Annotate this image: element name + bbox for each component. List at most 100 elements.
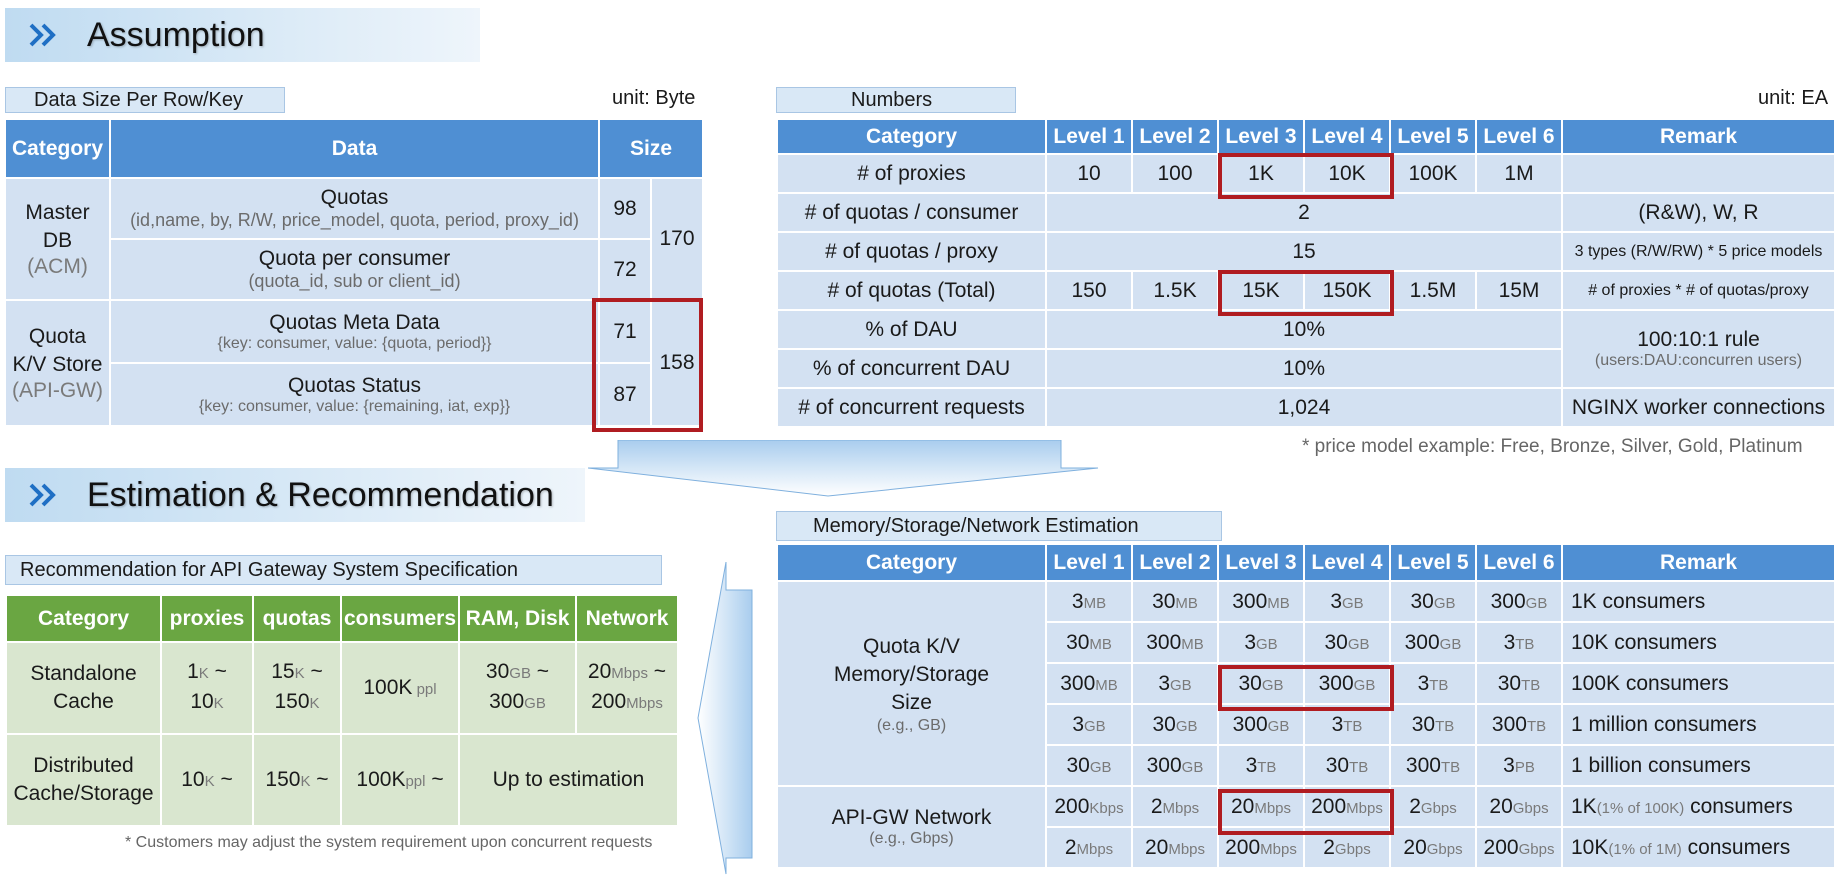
unit: GB	[1433, 594, 1456, 612]
value: 100K	[363, 676, 413, 699]
unit: TB	[1521, 676, 1541, 694]
category-name: Quota K/V Store	[12, 325, 103, 376]
unit: GB	[1342, 594, 1364, 612]
value-cell: 200Mbps	[1217, 826, 1305, 869]
unit: MB	[1083, 594, 1107, 612]
value-cell: 2Mbps	[1131, 785, 1219, 828]
col-header: consumers	[340, 594, 460, 643]
col-header: Level 6	[1475, 118, 1563, 155]
value-cell: 3TB	[1389, 662, 1477, 705]
unit: TB	[1349, 758, 1369, 776]
value: 3	[1071, 589, 1084, 613]
size-cell: 87	[598, 362, 652, 427]
size-sum-kv: 158	[650, 299, 704, 427]
row-label: % of concurrent DAU	[776, 348, 1047, 389]
col-header: proxies	[160, 594, 254, 643]
remark-cell	[1561, 153, 1836, 194]
remark-cell: 1 billion consumers	[1561, 744, 1836, 787]
value-cell: 300MB	[1131, 621, 1219, 664]
unit: MB	[1181, 635, 1204, 653]
value: 300	[1146, 630, 1182, 654]
value-cell: 300GB	[1131, 744, 1219, 787]
value: 10	[190, 690, 214, 713]
value: 300	[1146, 753, 1182, 777]
unit: K	[213, 695, 224, 712]
category-name: API-GW Network	[831, 806, 992, 829]
unit: TB	[1257, 758, 1277, 776]
rule-sub: (users:DAU:concurren users)	[1594, 352, 1803, 369]
size-sum-master: 170	[650, 177, 704, 301]
category-network: API-GW Network (e.g., Gbps)	[776, 785, 1047, 869]
unit: Kbps	[1089, 799, 1124, 817]
value-cell: 10%	[1045, 309, 1563, 350]
unit: GB	[1256, 635, 1278, 653]
unit: GB	[509, 665, 531, 682]
consumers-cell: 100K ppl	[340, 641, 460, 735]
category-distributed: Distributed Cache/Storage	[5, 733, 162, 827]
row-label: # of quotas / proxy	[776, 231, 1047, 272]
value: 3	[1503, 630, 1516, 654]
value: 3	[1331, 712, 1344, 736]
col-header: Level 4	[1303, 543, 1391, 582]
value: 20	[1144, 835, 1169, 859]
remark-cell: 100K consumers	[1561, 662, 1836, 705]
value: 300	[1404, 630, 1440, 654]
value: 3	[1244, 630, 1256, 654]
estimation-banner: Estimation & Recommendation	[5, 468, 585, 522]
remark-note: (1% of 1M)	[1608, 840, 1682, 858]
recommendation-footnote: * Customers may adjust the system requir…	[125, 834, 653, 851]
value: 3	[1503, 753, 1515, 777]
value-cell: 1M	[1475, 153, 1563, 194]
data-name: Quotas Status	[287, 373, 422, 397]
unit: Gbps	[1426, 840, 1463, 858]
value-cell: 15K	[1217, 270, 1305, 311]
value: 30	[1238, 671, 1262, 695]
data-detail: {key: consumer, value: {remaining, iat, …	[198, 397, 511, 415]
unit: ppl	[405, 773, 426, 790]
value-cell: 100K	[1389, 153, 1477, 194]
unit: GB	[1170, 676, 1192, 694]
col-header: Network	[575, 594, 679, 643]
estimation-title: Estimation & Recommendation	[87, 476, 554, 514]
size-cell: 72	[598, 238, 652, 301]
col-header: Level 2	[1131, 118, 1219, 155]
remark-count: 1K	[1571, 794, 1597, 818]
value-cell: 20Gbps	[1475, 785, 1563, 828]
separator: ~	[647, 660, 667, 683]
separator: ~	[214, 768, 233, 791]
col-header: Size	[598, 118, 704, 179]
value: 300	[1405, 753, 1441, 777]
down-arrow-icon	[588, 440, 1099, 497]
remark-cell: NGINX worker connections	[1561, 387, 1836, 428]
value-cell: 2Gbps	[1389, 785, 1477, 828]
value-cell: 2Gbps	[1303, 826, 1391, 869]
value-cell: 100	[1131, 153, 1219, 194]
value-cell: 2	[1045, 192, 1563, 233]
value: 300	[1232, 589, 1268, 613]
value: 15	[271, 660, 295, 683]
value: 20	[1403, 835, 1427, 859]
unit: TB	[1343, 717, 1363, 735]
separator: ~	[530, 660, 550, 683]
value: 10	[181, 768, 205, 791]
separator: ~	[208, 660, 227, 683]
unit: Mbps	[1254, 799, 1292, 817]
unit: MB	[1175, 594, 1198, 612]
double-chevron-right-icon	[29, 483, 56, 507]
value-cell: 300MB	[1045, 662, 1133, 705]
value-cell: 3TB	[1303, 703, 1391, 746]
unit: TB	[1515, 635, 1535, 653]
value-cell: 150K	[1303, 270, 1391, 311]
assumption-banner: Assumption	[5, 8, 480, 62]
value-cell: 1K	[1217, 153, 1305, 194]
value-cell: 3TB	[1217, 744, 1305, 787]
value: 100K	[356, 768, 406, 791]
unit: Mbps	[1168, 840, 1206, 858]
unit: GB	[1353, 676, 1376, 694]
unit: GB	[1261, 676, 1284, 694]
value: 3	[1330, 589, 1342, 613]
recommendation-caption: Recommendation for API Gateway System Sp…	[5, 555, 662, 585]
col-header: Category	[4, 118, 111, 179]
value: 300	[1060, 671, 1096, 695]
value-cell: 10	[1045, 153, 1133, 194]
